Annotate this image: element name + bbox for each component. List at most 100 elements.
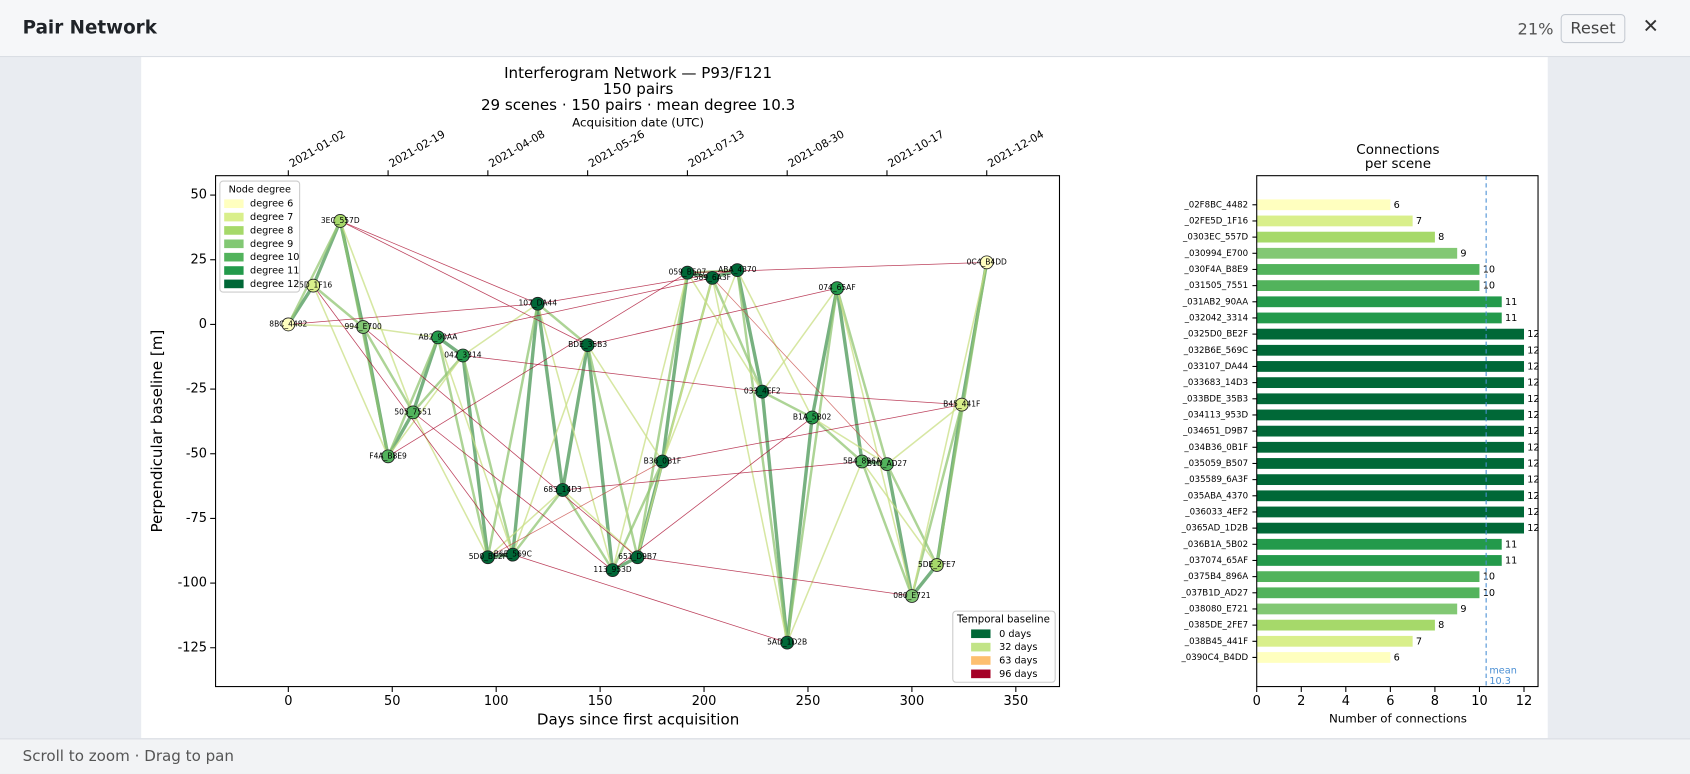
node [555,483,570,497]
x-axis-label: Number of connections [1329,711,1467,725]
edge [339,220,390,457]
bar [1256,474,1525,486]
category-label: _0375B4_896A [1183,572,1248,582]
edge [612,417,813,571]
footer: Scroll to zoom · Drag to pan [0,738,1690,774]
category-label: _037074_65AF [1184,556,1248,566]
x-axis-label: Days since first acquisition [537,710,739,728]
y-tick-label: 0 [199,317,207,332]
edge [487,461,663,558]
edge [362,326,415,413]
value-label: 9 [1460,604,1466,615]
edge [760,391,789,643]
legend-label: 0 days [999,629,1031,640]
edge [312,284,364,328]
node-label: 5D0_BE2F [469,552,507,561]
edge [511,303,540,555]
edge [660,272,690,462]
category-label: _033107_DA44 [1182,362,1248,372]
close-button[interactable]: ✕ [1642,15,1659,38]
value-label: 12 [1527,378,1539,389]
category-label: _037B1D_AD27 [1181,588,1249,598]
node-label: B36_0B1F [644,457,682,466]
edge [636,277,714,558]
node-label: 589_6A3F [694,273,731,282]
category-label: _036B1A_5B02 [1182,540,1248,550]
node-label: 0C4_B4DD [967,257,1007,266]
value-label: 8 [1438,232,1444,243]
category-label: _035059_B507 [1183,459,1248,469]
node-label: 5AD_1D2B [767,638,807,647]
edge [562,461,863,491]
bar [1256,603,1458,615]
edge [586,344,664,462]
x-tick-label: 50 [384,694,400,709]
x-tick-label: 350 [1004,694,1029,709]
legend-swatch [224,199,244,209]
node-label: 107_DA44 [518,299,557,308]
value-label: 12 [1527,442,1539,453]
node-label: 3EC_557D [321,216,360,225]
edge [587,287,838,346]
bar [1256,555,1502,566]
value-label: 12 [1527,523,1539,534]
legend-label: degree 9 [250,239,293,250]
category-label: _031505_7551 [1184,281,1248,291]
node [805,410,820,425]
value-label: 11 [1505,297,1517,308]
legend-label: 63 days [999,655,1037,666]
edge [661,269,739,462]
legend-label: degree 10 [250,252,299,263]
edge [437,337,514,555]
node [880,457,894,472]
node-label: 5B4_896A [843,457,882,466]
axes-frame [1256,175,1539,688]
edge [461,355,490,558]
node-label: 042_3314 [444,350,482,359]
legend-label: degree 6 [250,199,293,210]
legend-swatch [224,226,244,235]
edge [886,404,963,465]
legend-swatch [224,279,244,289]
edge [486,303,539,558]
x-tick-label: 250 [796,694,821,709]
edge [340,220,538,305]
edge [288,303,538,325]
category-label: _0385DE_2FE7 [1183,621,1248,631]
value-label: 12 [1527,426,1539,437]
reset-button[interactable]: Reset [1560,14,1626,44]
value-label: 12 [1527,491,1539,502]
bar [1256,280,1480,292]
bar [1256,296,1502,308]
node-label: AB2_90AA [418,332,458,341]
legend-title: Temporal baseline [956,615,1050,626]
value-label: 12 [1527,458,1539,469]
value-label: 12 [1527,394,1539,405]
legend-swatch [224,252,244,262]
bar [1256,231,1435,243]
node [281,317,296,332]
edge [512,554,788,643]
node-label: B1D_AD27 [867,459,907,468]
edge [835,287,889,465]
edge [736,269,813,418]
edge [762,391,962,405]
edge [461,355,515,555]
node [431,330,445,345]
edge [785,288,839,643]
node-label: 5DE_2FE7 [918,560,956,569]
value-label: 10 [1483,588,1495,599]
header: Pair Network 21% Reset ✕ [0,0,1690,58]
node [333,214,348,228]
bar [1256,490,1525,502]
category-label: _0325D0_BE2F [1183,330,1248,340]
value-label: 12 [1527,410,1539,421]
legend-label: 96 days [999,669,1037,680]
value-label: 12 [1527,345,1539,356]
bar [1256,619,1435,631]
value-label: 10 [1483,572,1495,583]
edge [786,461,863,643]
edge [735,269,764,393]
category-label: _032B6E_569C [1183,346,1248,356]
value-label: 12 [1527,475,1539,486]
